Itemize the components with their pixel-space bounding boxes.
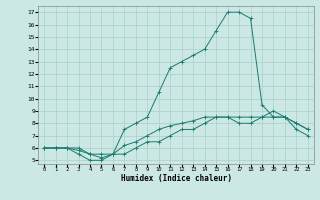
X-axis label: Humidex (Indice chaleur): Humidex (Indice chaleur) (121, 174, 231, 183)
